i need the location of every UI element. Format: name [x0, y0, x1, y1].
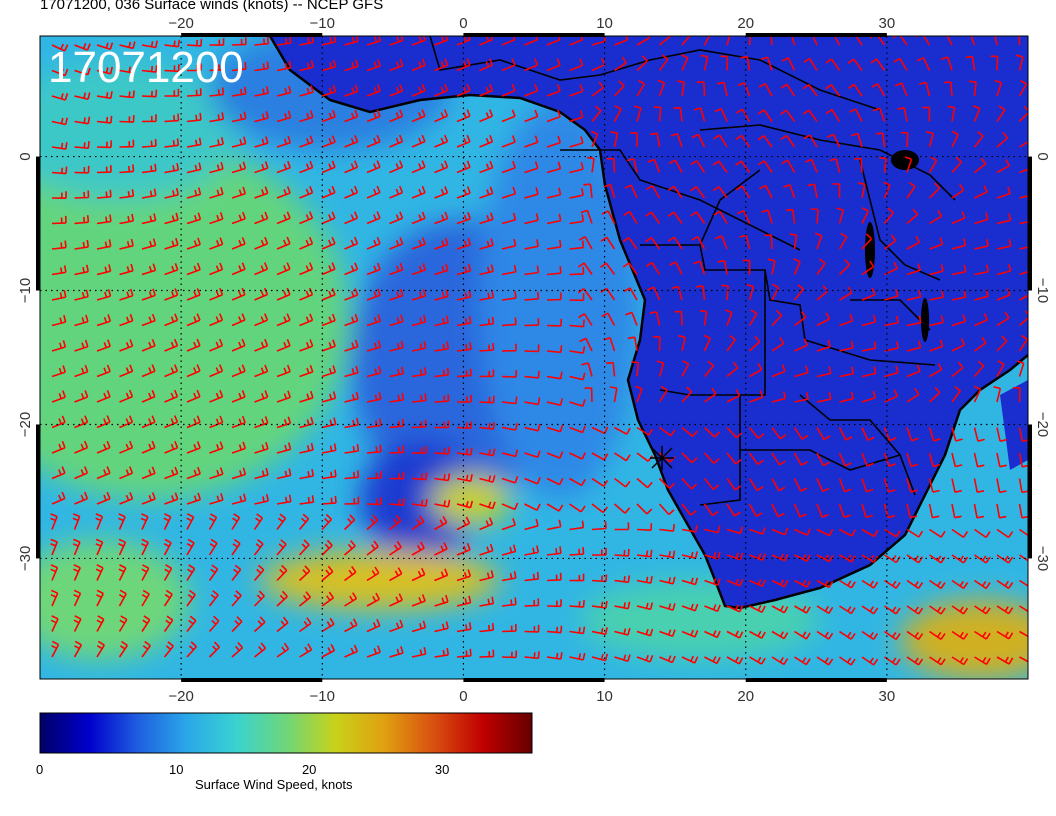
colorbar-tick-label: 0 — [36, 762, 44, 777]
lat-tick-label: −20 — [17, 412, 34, 437]
lat-tick-label: −30 — [17, 546, 34, 571]
lon-tick-label: 10 — [596, 15, 613, 32]
barb-set — [50, 36, 1028, 666]
edge-bar — [181, 678, 323, 682]
lon-tick-label: −10 — [310, 15, 335, 32]
lat-tick-label: 0 — [17, 152, 34, 160]
axis-tick-labels: −20 −20 −10 −10 0 0 10 10 20 20 30 30 0 0 −10 −10 −20 −20… — [17, 15, 1051, 705]
colorbar-tick-label: 10 — [168, 762, 184, 777]
edge-bar — [1028, 424, 1032, 559]
map-title: 17071200, 036 Surface winds (knots) -- N… — [40, 0, 384, 13]
lon-tick-label: −20 — [168, 688, 193, 705]
lon-tick-label: 20 — [737, 15, 754, 32]
lake-victoria — [891, 150, 919, 170]
edge-bar — [745, 33, 887, 37]
lon-tick-label: −10 — [310, 688, 335, 705]
lat-tick-label: 0 — [1034, 152, 1051, 160]
lon-tick-label: 30 — [879, 15, 896, 32]
frame-edge-bars — [36, 33, 1032, 682]
edge-bar — [181, 33, 323, 37]
date-stamp: 17071200 — [48, 43, 244, 92]
edge-bar — [36, 156, 40, 291]
lon-tick-label: −20 — [168, 15, 193, 32]
lon-tick-label: 10 — [596, 688, 613, 705]
colorbar-tick-label: 20 — [301, 762, 317, 777]
lat-tick-label: −30 — [1034, 546, 1051, 571]
lat-tick-label: −20 — [1034, 412, 1051, 437]
edge-bar — [36, 424, 40, 559]
lon-tick-label: 0 — [459, 15, 467, 32]
edge-bar — [463, 678, 605, 682]
colorbar-tick-label: 30 — [434, 762, 450, 777]
edge-bar — [1028, 156, 1032, 291]
edge-bar — [463, 33, 605, 37]
lat-tick-label: −10 — [17, 278, 34, 303]
edge-bar — [745, 678, 887, 682]
wind-barbs — [50, 36, 1028, 666]
lon-tick-label: 0 — [459, 688, 467, 705]
colorbar — [39, 712, 533, 754]
colorbar-label: Surface Wind Speed, knots — [195, 777, 353, 792]
lat-tick-label: −10 — [1034, 278, 1051, 303]
coastline — [268, 36, 1028, 610]
station-marker — [650, 446, 674, 470]
lake-malawi — [921, 298, 929, 342]
lon-tick-label: 20 — [737, 688, 754, 705]
lon-tick-label: 30 — [879, 688, 896, 705]
